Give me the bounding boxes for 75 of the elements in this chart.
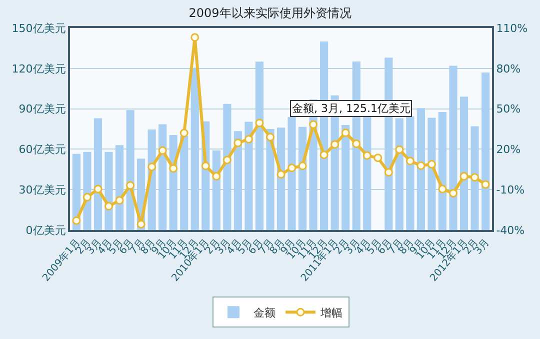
y2-tick-label: 80% [496, 62, 521, 76]
point [276, 170, 286, 179]
bar [449, 66, 458, 230]
bar [428, 118, 436, 230]
point [136, 220, 146, 228]
point [309, 120, 318, 129]
bar [158, 124, 167, 230]
y2-tick-label: -40% [496, 224, 525, 237]
point [427, 160, 436, 169]
point [298, 162, 307, 170]
bar [470, 126, 479, 230]
legend-label: 增幅 [320, 306, 342, 320]
bar [406, 116, 414, 230]
point [448, 188, 458, 198]
point [438, 184, 447, 194]
bar [482, 72, 490, 230]
y-tick-label: 60亿美元 [18, 143, 66, 156]
bar [94, 118, 102, 230]
point [374, 154, 382, 162]
point [384, 168, 393, 177]
y-tick-label: 0亿美元 [26, 224, 66, 237]
annotation: 金额, 3月, 125.1亿美元 [292, 102, 410, 115]
point [180, 128, 188, 138]
point [406, 156, 414, 166]
point [362, 151, 372, 160]
y-tick-label: 150亿美元 [12, 22, 66, 35]
point [222, 156, 232, 164]
point [341, 128, 350, 138]
point [320, 150, 328, 160]
point [330, 140, 340, 149]
bar [255, 62, 264, 230]
bar [416, 108, 425, 230]
point [72, 216, 81, 225]
y2-tick-label: 50% [496, 102, 521, 116]
point [158, 146, 167, 155]
point [190, 33, 200, 42]
point [395, 145, 404, 154]
bar [244, 122, 253, 230]
point [481, 180, 490, 189]
y-tick-label: 90亿美元 [18, 102, 66, 116]
bar [190, 68, 199, 230]
chart-title: 2009年以来实际使用外资情况 [188, 6, 352, 20]
bar [223, 104, 232, 230]
point [470, 173, 480, 182]
point [104, 202, 114, 211]
bar [438, 112, 447, 230]
point [255, 118, 264, 128]
point [212, 172, 221, 181]
point [201, 162, 210, 170]
point [115, 196, 124, 205]
point [126, 181, 135, 190]
bar [460, 96, 468, 230]
point [266, 132, 274, 142]
point [169, 164, 178, 173]
y-tick-label: 30亿美元 [18, 183, 66, 196]
bar [342, 124, 350, 230]
point [82, 192, 92, 202]
y2-tick-label: 110% [496, 22, 528, 35]
bar [395, 118, 404, 230]
legend-label: 金额 [254, 306, 276, 320]
point [288, 164, 296, 172]
bar [180, 136, 188, 230]
point [148, 162, 156, 172]
point [416, 161, 426, 170]
y-tick-label: 120亿美元 [12, 62, 66, 76]
bar [363, 116, 372, 230]
point [94, 184, 102, 194]
y2-tick-label: 20% [496, 143, 521, 156]
bar [234, 131, 242, 230]
point [244, 134, 253, 144]
bar [288, 116, 296, 230]
point [460, 172, 468, 181]
point [352, 140, 361, 148]
y2-tick-label: -10% [496, 183, 525, 196]
point [234, 138, 242, 148]
